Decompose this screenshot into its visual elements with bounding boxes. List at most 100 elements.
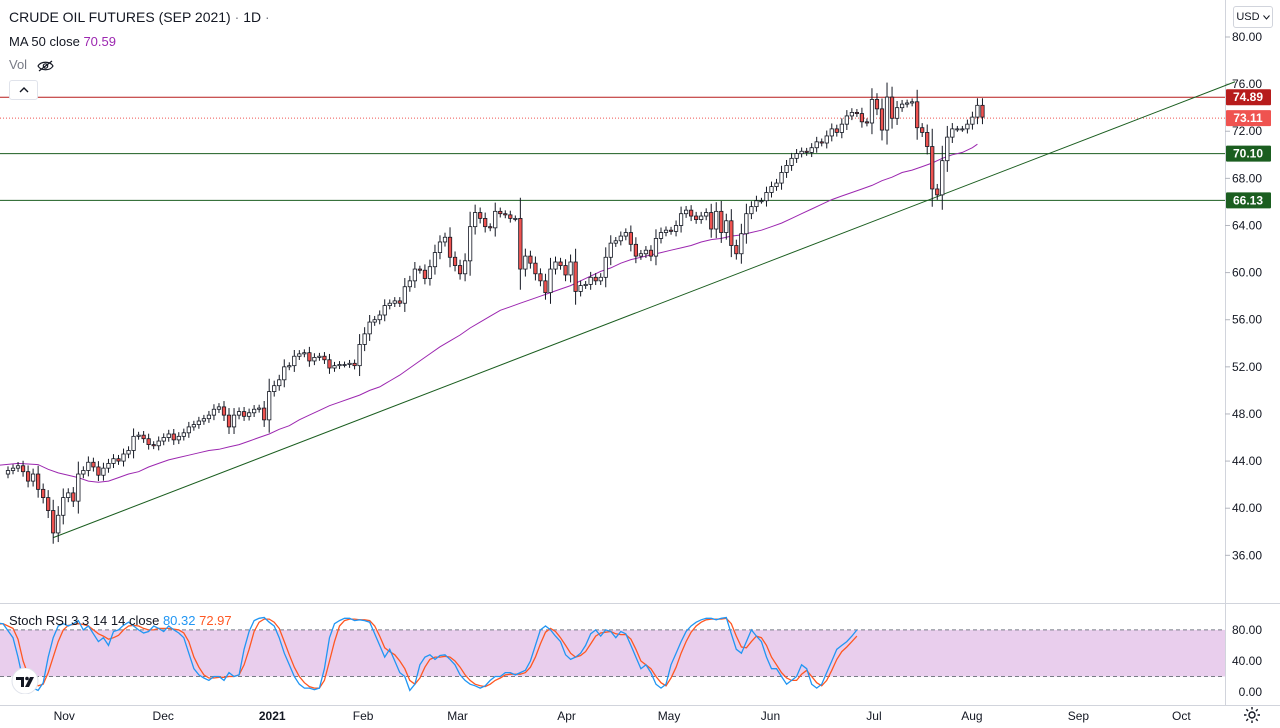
candle-body-down — [558, 261, 563, 266]
candle — [678, 206, 684, 233]
candle — [879, 98, 885, 141]
candle-body-up — [297, 353, 302, 357]
price-axis-label: 80.00 — [1232, 30, 1262, 44]
candle-body-up — [106, 463, 111, 469]
candle — [854, 109, 859, 117]
candle — [51, 499, 56, 544]
candle — [975, 98, 980, 125]
candle — [262, 401, 267, 427]
candle-body-up — [809, 147, 814, 153]
symbol-legend[interactable]: CRUDE OIL FUTURES (SEP 2021) · 1D · — [9, 9, 270, 25]
candle-body-up — [402, 286, 407, 304]
candle — [282, 359, 287, 388]
candle-body-down — [694, 215, 699, 220]
time-axis-label: Oct — [1172, 709, 1191, 723]
candle-body-down — [146, 438, 151, 445]
time-axis-label: Mar — [447, 709, 468, 723]
candle-body-up — [608, 242, 613, 258]
stoch-d-value: 72.97 — [199, 613, 232, 628]
candle — [829, 123, 834, 142]
candle-body-down — [41, 488, 46, 498]
candle-body-down — [171, 433, 176, 441]
currency-select[interactable]: USD — [1233, 6, 1273, 28]
time-axis-label: Dec — [153, 709, 174, 723]
candle — [663, 226, 669, 237]
vol-label: Vol — [9, 57, 28, 72]
candle-body-up — [76, 473, 81, 502]
level-label: 70.10 — [1233, 147, 1263, 161]
candle-body-up — [568, 261, 573, 276]
vol-legend[interactable]: Vol — [9, 57, 54, 72]
candle — [337, 361, 342, 370]
candle-body-down — [322, 355, 327, 361]
candle — [774, 178, 779, 191]
candle-body-up — [884, 96, 890, 131]
candle — [387, 299, 392, 310]
candle-body-down — [925, 132, 930, 147]
candle-body-up — [437, 241, 443, 253]
candle-body-up — [754, 200, 759, 208]
candle — [583, 281, 588, 289]
hidden-eye-icon[interactable] — [37, 60, 54, 72]
candle — [161, 433, 166, 446]
candle-body-up — [829, 128, 834, 137]
tradingview-logo-icon[interactable] — [9, 668, 41, 694]
candle-body-up — [744, 213, 749, 235]
candle-body-up — [548, 268, 553, 294]
candle-body-up — [824, 135, 829, 144]
candle — [382, 299, 387, 322]
candle — [608, 235, 613, 266]
candle — [61, 488, 66, 525]
candle — [824, 130, 829, 149]
candle-body-down — [478, 212, 483, 219]
candle-body-up — [166, 433, 171, 438]
candle-body-up — [231, 414, 237, 428]
candle — [884, 82, 890, 145]
symbol-name: CRUDE OIL FUTURES (SEP 2021) — [9, 9, 231, 25]
candle-body-up — [724, 220, 729, 233]
currency-label: USD — [1236, 11, 1260, 23]
candle-body-up — [272, 385, 277, 392]
trendline[interactable] — [53, 81, 1236, 539]
legend-separator: · — [234, 9, 240, 25]
time-axis-label: Aug — [961, 709, 982, 723]
candle-body-up — [970, 116, 975, 125]
candle-body-down — [859, 113, 865, 123]
level-label: 74.89 — [1233, 90, 1263, 104]
candle — [432, 244, 438, 275]
candle-body-down — [533, 262, 538, 275]
candle-body-up — [598, 276, 603, 282]
candle-body-down — [91, 461, 96, 468]
price-axis-label: 36.00 — [1232, 548, 1262, 562]
candle — [498, 207, 503, 218]
price-axis-label: 40.00 — [1232, 501, 1262, 515]
candle-body-down — [915, 101, 920, 129]
candle-body-up — [362, 333, 367, 345]
stoch-rsi-k-line — [0, 616, 858, 692]
ma-value: 70.59 — [83, 34, 116, 49]
candle-body-up — [66, 492, 71, 498]
candle-body-up — [774, 182, 779, 188]
candle-body-down — [397, 300, 402, 304]
candle-body-down — [930, 146, 935, 190]
candle — [322, 352, 327, 364]
candle — [709, 203, 714, 238]
candle-body-up — [799, 150, 804, 155]
candle-body-up — [684, 209, 689, 215]
collapse-legend-button[interactable] — [9, 80, 38, 100]
candle — [658, 227, 664, 244]
candle-body-down — [452, 256, 458, 266]
candle — [538, 268, 543, 287]
candle — [874, 93, 880, 116]
gear-icon[interactable] — [1243, 706, 1261, 724]
ma-legend[interactable]: MA 50 close 70.59 — [9, 34, 116, 49]
candle-body-up — [613, 240, 618, 244]
candle — [111, 454, 116, 469]
candle-body-up — [779, 172, 784, 184]
stoch-rsi-legend[interactable]: Stoch RSI 3 3 14 14 close 80.32 72.97 — [9, 613, 232, 628]
candle-body-up — [658, 232, 664, 239]
candle — [96, 461, 101, 482]
candle — [126, 446, 131, 459]
candle-body-down — [498, 210, 503, 215]
